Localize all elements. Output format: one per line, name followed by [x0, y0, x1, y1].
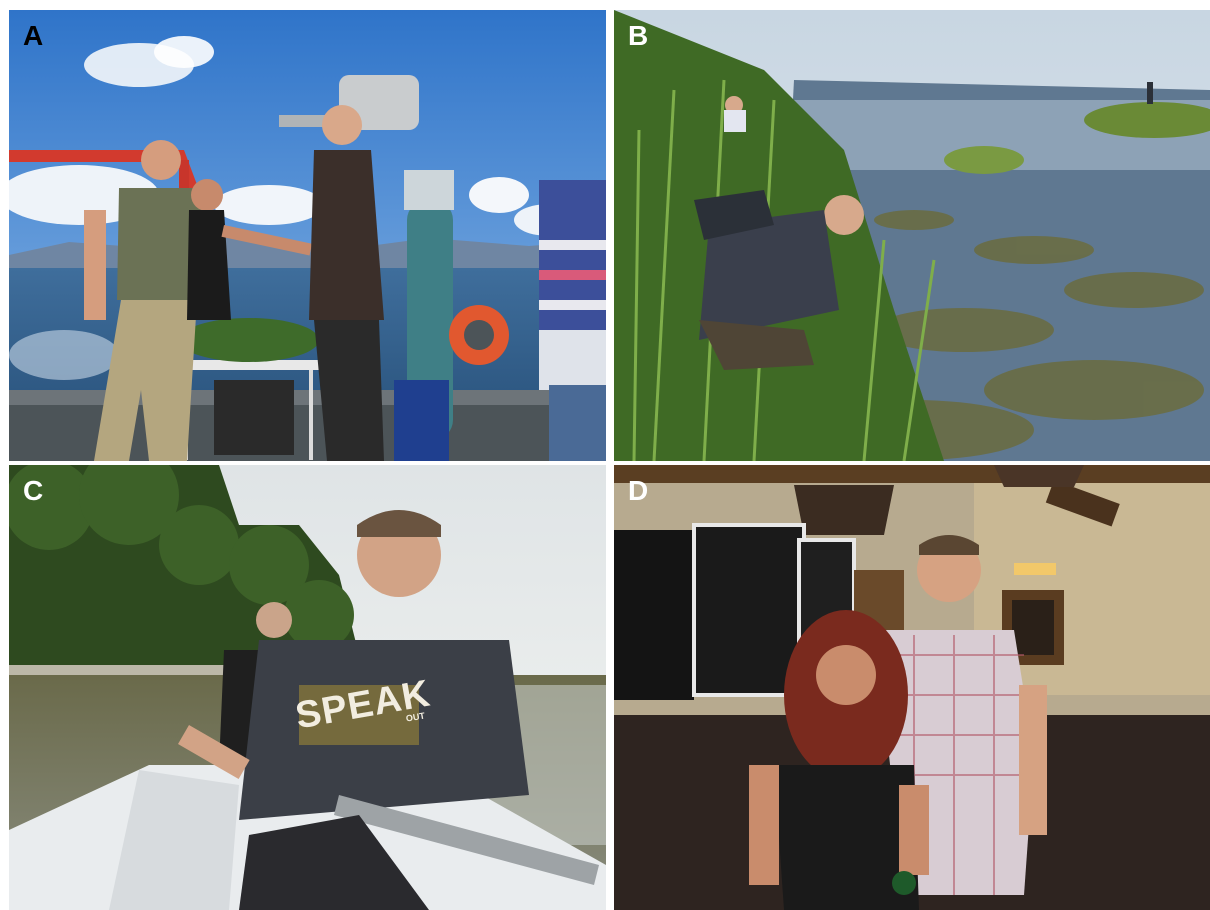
panel-label-c: C: [23, 475, 44, 506]
panel-label-a: A: [23, 20, 44, 51]
wetland-scene-photo: [614, 10, 1210, 461]
indoor-portrait-photo: [614, 465, 1210, 910]
photo-panel-a: A: [9, 10, 606, 461]
panel-label-d: D: [628, 475, 649, 506]
panel-label-b: B: [628, 20, 649, 51]
photo-panel-b: B: [614, 10, 1210, 461]
photo-panel-d: D: [614, 465, 1210, 910]
boat-scene-photo: [9, 10, 606, 461]
photo-panel-c: C SPEAK OUT: [9, 465, 606, 910]
rowing-scene-photo: [9, 465, 606, 910]
